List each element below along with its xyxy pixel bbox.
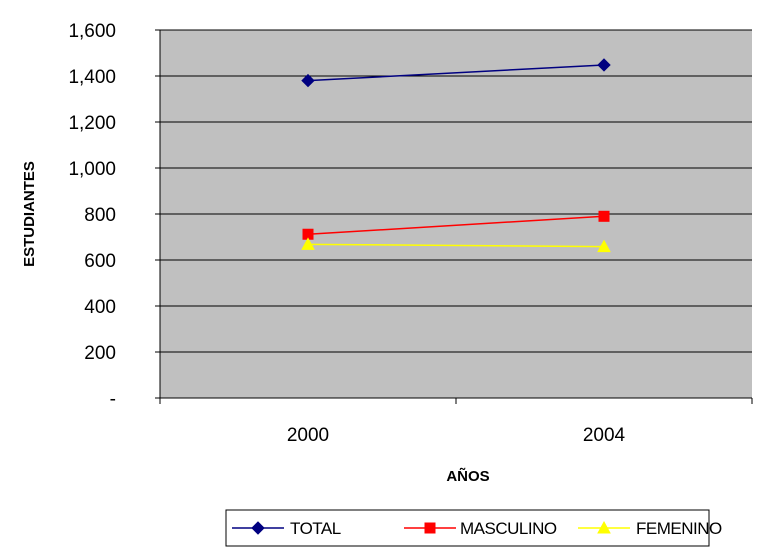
series-line-total (307, 64, 605, 82)
x-tick-label-0: 2000 (287, 425, 329, 446)
x-tick-label-1: 2004 (583, 425, 626, 446)
legend-label-masculino: MASCULINO (460, 519, 557, 538)
data-point-total-2004 (597, 58, 611, 72)
y-tick-label-5: 1,000 (68, 159, 116, 180)
y-axis-title: ESTUDIANTES (21, 161, 38, 267)
x-axis-title: AÑOS (446, 467, 489, 485)
y-tick-label-4: 800 (84, 205, 116, 226)
gridlines (160, 29, 752, 353)
x-tick-labels: 2000 2004 (287, 425, 626, 446)
y-tick-label-6: 1,200 (68, 113, 116, 134)
legend-marker-femenino (597, 520, 611, 534)
y-tick-label-0: - (110, 389, 116, 410)
legend-marker-masculino (424, 522, 436, 534)
legend-marker-total (251, 521, 265, 535)
y-tick-label-8: 1,600 (68, 21, 116, 42)
legend: TOTAL MASCULINO FEMENINO (225, 509, 723, 547)
legend-label-total: TOTAL (290, 519, 341, 538)
y-tick-labels: - 200 400 600 800 1,000 1,200 1,400 1,600 (68, 21, 116, 410)
y-tick-label-7: 1,400 (68, 67, 116, 88)
y-tick-label-2: 400 (84, 297, 116, 318)
series-line-masculino (307, 215, 605, 235)
y-tick-label-1: 200 (84, 343, 116, 364)
data-point-femenino-2000 (301, 237, 315, 250)
data-point-femenino-2004 (597, 239, 611, 253)
series-line-femenino (307, 243, 605, 248)
legend-label-femenino: FEMENINO (636, 519, 722, 538)
data-point-total-2000 (301, 73, 315, 88)
series-group (301, 58, 611, 253)
data-point-masculino-2004 (598, 210, 610, 222)
y-tick-label-3: 600 (84, 251, 116, 272)
axes (155, 29, 753, 404)
